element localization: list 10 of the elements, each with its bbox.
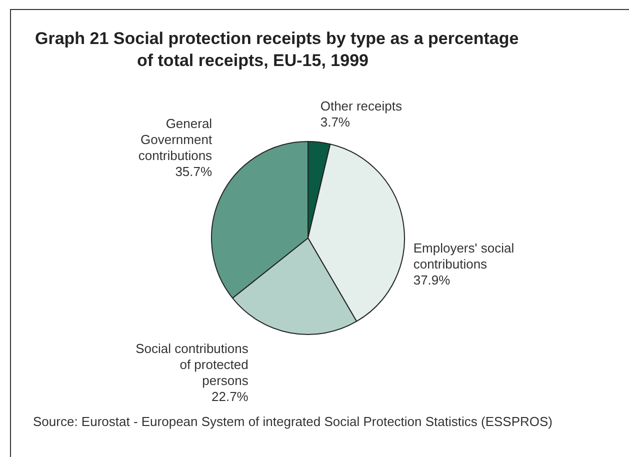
chart-title: Graph 21 Social protection receipts by type as a percentage of total receipts, EU-15, 1999: [35, 28, 520, 72]
data-label: 37.9%: [413, 272, 451, 288]
slice-label: Employers' social contributions: [413, 240, 514, 272]
slice-label: General Government contributions: [138, 116, 213, 163]
data-label: 35.7%: [175, 164, 212, 179]
source-note: Source: Eurostat - European System of integrated Social Protection Statistics (ESSPROS): [33, 413, 554, 431]
slice-label: Social contributions of protected persons: [136, 340, 249, 388]
slice-label: Other receipts: [320, 98, 402, 114]
data-label: 3.7%: [320, 114, 350, 130]
data-label: 22.7%: [212, 388, 249, 404]
